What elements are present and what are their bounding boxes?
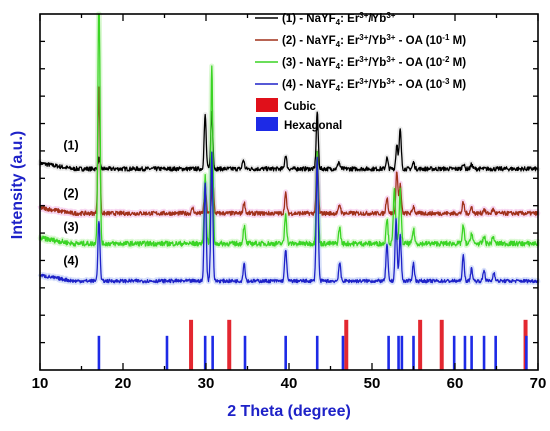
legend-box-6 — [256, 117, 278, 131]
legend-entry-3: (3) - NaYF4​: Er3+​/Yb3+​ - OA (10-2​ M) — [282, 55, 466, 71]
legend-text-part: 3+ — [386, 55, 395, 64]
cubic-ref-bar — [189, 319, 194, 370]
legend-text-part: 3+ — [359, 33, 368, 42]
hexagonal-ref-bar — [165, 335, 169, 370]
legend-text-part: /Yb — [368, 13, 386, 25]
legend-text-part: : Er — [340, 35, 360, 47]
legend-text-part: 4 — [336, 40, 341, 49]
legend-text-part: 4 — [336, 84, 341, 93]
x-tick-label: 70 — [530, 375, 547, 392]
x-tick-label: 30 — [198, 375, 215, 392]
hexagonal-ref-bar — [341, 335, 345, 370]
legend-entry-1: (1) - NaYF4​: Er3+​/Yb3+​ — [282, 11, 396, 27]
legend-text-part: 3+ — [359, 77, 368, 86]
hexagonal-ref-bar — [470, 335, 473, 370]
x-tick-label: 50 — [364, 375, 381, 392]
x-axis-label: 2 Theta (degree) — [227, 403, 351, 420]
cubic-ref-bar — [227, 319, 232, 370]
legend-text-part: M) — [449, 35, 466, 47]
legend: (1) - NaYF4​: Er3+​/Yb3+​ (2) - NaYF4​: E… — [255, 11, 466, 132]
legend-text-part: 3+ — [386, 77, 395, 86]
legend-text-part: -2 — [442, 55, 450, 64]
hexagonal-ref-bar — [315, 335, 319, 370]
hexagonal-ref-bar — [525, 335, 528, 370]
legend-text-part: 3+ — [386, 11, 395, 20]
reference-peaks — [97, 319, 528, 370]
hexagonal-ref-bar — [387, 335, 390, 370]
legend-text-part: M) — [449, 57, 466, 69]
legend-box-5 — [256, 98, 278, 112]
legend-text-part: -3 — [442, 77, 450, 86]
x-tick-label: 20 — [115, 375, 132, 392]
cubic-ref-bar — [344, 319, 349, 370]
legend-text-part: /Yb — [368, 79, 386, 91]
series-line-2 — [39, 86, 539, 217]
legend-text-part: - OA (10 — [395, 35, 442, 47]
cubic-ref-bar — [418, 319, 423, 370]
axes: 10 20 30 40 50 60 70 — [32, 13, 547, 392]
x-tick-label: 40 — [281, 375, 298, 392]
hexagonal-ref-bar — [211, 335, 214, 370]
y-axis-label: Intensity (a.u.) — [9, 131, 26, 239]
legend-text-part: - OA (10 — [395, 79, 442, 91]
legend-text-part: (1) - NaYF — [282, 13, 336, 25]
legend-entry-6: Hexagonal — [284, 120, 342, 132]
legend-text-part: : Er — [340, 57, 360, 69]
hexagonal-ref-bar — [243, 335, 247, 370]
hexagonal-ref-bar — [482, 335, 486, 370]
x-tick-label: 60 — [447, 375, 464, 392]
legend-text-part: /Yb — [368, 57, 386, 69]
legend-entry-2: (2) - NaYF4​: Er3+​/Yb3+​ - OA (10-1​ M) — [282, 33, 466, 49]
legend-text-part: (2) - NaYF — [282, 35, 336, 47]
legend-text-part: : Er — [340, 79, 360, 91]
x-tick-label: 10 — [32, 375, 49, 392]
series-layer — [39, 13, 539, 284]
hexagonal-ref-bar — [397, 335, 400, 370]
trace-label-1: (1) — [63, 138, 78, 152]
hexagonal-ref-bar — [494, 335, 497, 370]
series-line-1 — [39, 111, 539, 172]
trace-label-3: (3) — [63, 220, 78, 234]
legend-text-part: 3+ — [386, 33, 395, 42]
cubic-ref-bar — [439, 319, 444, 370]
legend-text-part: (3) - NaYF — [282, 57, 336, 69]
series-line-4 — [39, 151, 539, 284]
legend-text-part: 4 — [336, 18, 341, 27]
trace-label-2: (2) — [63, 186, 78, 200]
legend-entry-5: Cubic — [284, 101, 317, 113]
legend-text-part: (4) - NaYF — [282, 79, 336, 91]
trace-labels: (1) (2) (3) (4) — [63, 138, 78, 268]
series-line-3 — [39, 13, 539, 247]
hexagonal-ref-bar — [412, 335, 415, 370]
legend-text-part: -1 — [442, 33, 450, 42]
hexagonal-ref-bar — [400, 335, 404, 370]
hexagonal-ref-bar — [97, 335, 101, 370]
hexagonal-ref-bar — [284, 335, 287, 370]
legend-text-part: 3+ — [359, 55, 368, 64]
legend-text-part: M) — [449, 79, 466, 91]
hexagonal-ref-bar — [203, 335, 207, 370]
legend-text-part: 3+ — [359, 11, 368, 20]
trace-label-4: (4) — [63, 254, 78, 268]
legend-text-part: /Yb — [368, 35, 386, 47]
legend-text-part: 4 — [336, 62, 341, 71]
legend-entry-4: (4) - NaYF4​: Er3+​/Yb3+​ - OA (10-3​ M) — [282, 77, 466, 93]
legend-text-part: - OA (10 — [395, 57, 442, 69]
hexagonal-ref-bar — [463, 335, 467, 370]
hexagonal-ref-bar — [452, 335, 456, 370]
legend-text-part: : Er — [340, 13, 360, 25]
